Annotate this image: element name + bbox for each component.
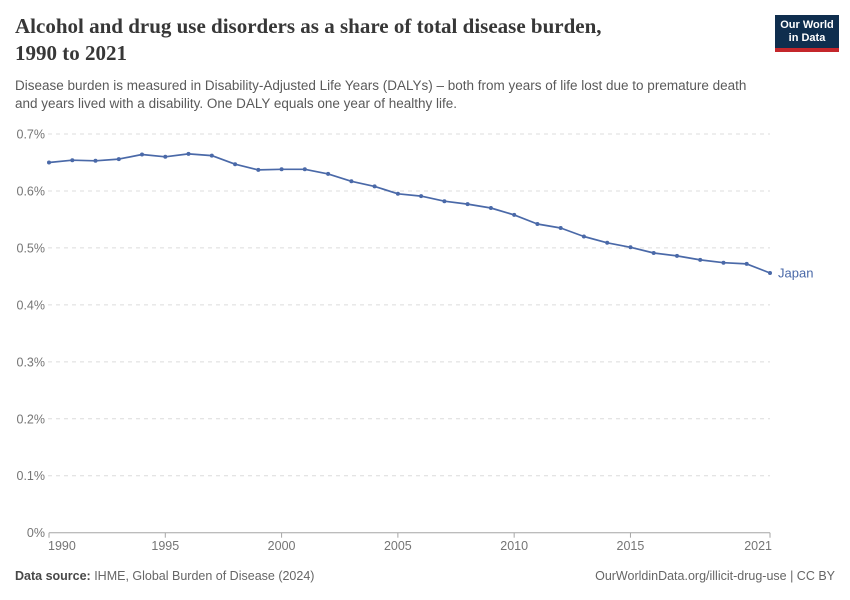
owid-logo-line2: in Data — [788, 32, 826, 44]
x-tick-label: 1995 — [151, 539, 179, 553]
data-point[interactable] — [186, 151, 191, 156]
data-point[interactable] — [372, 184, 377, 189]
x-tick-label: 2005 — [384, 539, 412, 553]
data-point[interactable] — [558, 226, 563, 230]
data-point[interactable] — [256, 167, 261, 172]
data-point[interactable] — [512, 212, 517, 217]
data-point[interactable] — [419, 194, 424, 199]
data-point[interactable] — [279, 167, 284, 172]
data-point[interactable] — [768, 271, 772, 275]
series-label-japan[interactable]: Japan — [778, 265, 813, 280]
data-point[interactable] — [465, 202, 470, 207]
data-point[interactable] — [163, 154, 168, 159]
data-point[interactable] — [209, 153, 214, 158]
y-tick-label: 0.5% — [17, 241, 46, 255]
data-point[interactable] — [628, 245, 633, 250]
data-point[interactable] — [605, 240, 610, 245]
data-point[interactable] — [302, 167, 307, 172]
data-point[interactable] — [116, 157, 121, 162]
data-source-value: IHME, Global Burden of Disease (2024) — [90, 569, 315, 583]
data-point[interactable] — [698, 257, 703, 262]
chart-subtitle-line1: Disease burden is measured in Disability… — [15, 78, 747, 93]
data-point[interactable] — [442, 199, 447, 204]
y-tick-label: 0.3% — [17, 355, 46, 369]
y-tick-label: 0.6% — [17, 184, 46, 198]
data-point[interactable] — [47, 160, 51, 165]
data-source-label: Data source: — [15, 569, 91, 583]
owid-logo-line1: Our World — [780, 19, 834, 31]
data-line-japan — [48, 153, 771, 274]
x-tick-label: 2010 — [500, 539, 528, 553]
y-tick-label: 0.7% — [17, 128, 46, 142]
chart-title: Alcohol and drug use disorders as a shar… — [15, 13, 602, 67]
data-point[interactable] — [535, 222, 540, 226]
y-tick-label: 0.1% — [17, 469, 46, 483]
data-point[interactable] — [93, 158, 98, 163]
data-point[interactable] — [233, 162, 238, 167]
y-tick-label: 0.2% — [17, 412, 46, 426]
chart-title-line1: Alcohol and drug use disorders as a shar… — [15, 14, 602, 38]
data-point[interactable] — [140, 152, 144, 157]
data-point[interactable] — [326, 171, 331, 176]
x-tick-label: 2015 — [617, 539, 645, 553]
y-tick-label: 0.4% — [17, 298, 46, 312]
data-point[interactable] — [581, 234, 586, 239]
chart-title-line2: 1990 to 2021 — [15, 41, 127, 65]
data-point[interactable] — [70, 158, 75, 163]
license-link[interactable]: OurWorldinData.org/illicit-drug-use | CC… — [595, 569, 835, 583]
data-point[interactable] — [721, 260, 726, 265]
y-tick-label: 0% — [27, 526, 45, 540]
data-point[interactable] — [349, 179, 354, 184]
data-point[interactable] — [675, 253, 679, 258]
data-point[interactable] — [488, 206, 493, 210]
data-source: Data source: IHME, Global Burden of Dise… — [15, 569, 314, 583]
data-point[interactable] — [744, 261, 749, 266]
data-point[interactable] — [395, 191, 400, 196]
data-point[interactable] — [651, 251, 656, 255]
chart-subtitle: Disease burden is measured in Disability… — [15, 77, 746, 113]
owid-logo[interactable]: Our World in Data — [775, 15, 839, 52]
x-tick-label: 2021 — [744, 539, 772, 553]
x-tick-label: 2000 — [268, 539, 296, 553]
x-tick-label: 1990 — [48, 539, 76, 553]
chart-subtitle-line2: and years lived with a disability. One D… — [15, 96, 457, 111]
